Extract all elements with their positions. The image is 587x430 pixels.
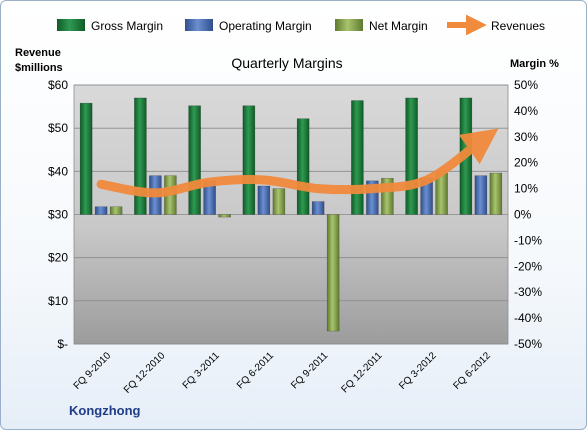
gross-margin-bar	[134, 97, 147, 215]
chart-title: Quarterly Margins	[231, 55, 342, 71]
legend-item-operating-margin: Operating Margin	[185, 19, 312, 33]
x-axis-ticks: FQ 9-2010 FQ 12-2010 FQ 3-2011 FQ 6-2011 FQ …	[72, 350, 494, 396]
x-tick-label: FQ 3-2011	[181, 350, 222, 391]
gross-margin-bar	[79, 102, 93, 215]
operating-margin-bar	[474, 175, 488, 215]
right-tick-label: 20%	[514, 156, 538, 170]
net-margin-bar	[218, 214, 231, 218]
legend-label-gross: Gross Margin	[91, 19, 163, 33]
right-axis-title: Margin %	[510, 58, 559, 70]
right-tick-label: -50%	[514, 337, 542, 351]
net-margin-bar	[272, 188, 286, 215]
legend-swatch-operating	[185, 19, 213, 31]
operating-margin-bar	[311, 201, 325, 215]
right-tick-label: 10%	[514, 182, 538, 196]
legend: Gross Margin Operating Margin Net Margin…	[57, 14, 545, 36]
right-tick-label: -10%	[514, 233, 542, 247]
legend-swatch-gross	[57, 19, 85, 31]
left-tick-label: $40	[48, 164, 68, 178]
left-tick-label: $50	[48, 121, 68, 135]
x-tick-label: FQ 12-2011	[340, 350, 385, 395]
left-tick-label: $30	[48, 208, 68, 222]
gross-margin-bar	[296, 118, 310, 215]
x-tick-label: FQ 9-2011	[289, 350, 330, 391]
net-margin-bar	[489, 172, 503, 215]
operating-margin-bar	[257, 185, 271, 215]
left-axis-title-line1: Revenue	[15, 47, 61, 59]
left-tick-label: $20	[48, 251, 68, 265]
left-tick-label: $-	[57, 337, 68, 351]
gross-margin-bar	[405, 97, 418, 215]
x-tick-label: FQ 6-2012	[451, 350, 493, 392]
legend-item-gross-margin: Gross Margin	[57, 19, 163, 33]
right-tick-label: -20%	[514, 259, 542, 273]
legend-item-net-margin: Net Margin	[335, 19, 428, 33]
x-tick-label: FQ 9-2010	[72, 350, 114, 392]
left-tick-label: $60	[48, 78, 68, 92]
revenue-series	[96, 128, 499, 198]
legend-label-revenues: Revenues	[491, 19, 545, 33]
right-tick-label: 30%	[514, 130, 538, 144]
right-tick-label: -30%	[514, 285, 542, 299]
net-margin-bar	[109, 206, 123, 215]
x-tick-label: FQ 6-2011	[235, 350, 276, 391]
company-name: Kongzhong	[69, 403, 141, 418]
right-tick-label: 0%	[514, 208, 532, 222]
right-tick-label: 50%	[514, 78, 538, 92]
net-margin-bar	[326, 214, 340, 332]
left-tick-label: $10	[48, 294, 68, 308]
x-tick-label: FQ 3-2012	[397, 350, 439, 392]
right-tick-label: -40%	[514, 311, 542, 325]
legend-item-revenues: Revenues	[447, 14, 545, 36]
gross-margin-bar	[242, 105, 256, 215]
operating-margin-bar	[94, 206, 108, 215]
right-tick-label: 40%	[514, 104, 538, 118]
left-axis-ticks: $- $10 $20 $30 $40 $50 $60	[48, 78, 68, 351]
left-axis-title-line2: $millions	[15, 62, 63, 74]
net-margin-bar	[435, 172, 448, 215]
right-axis-ticks: -50% -40% -30% -20% -10% 0% 10% 20% 30% 40% 50%	[514, 78, 542, 351]
gross-margin-bar	[351, 100, 364, 215]
x-tick-label: FQ 12-2010	[122, 350, 168, 396]
legend-label-net: Net Margin	[369, 19, 428, 33]
gross-margin-bar	[188, 105, 201, 215]
revenues-line	[96, 128, 499, 198]
legend-label-operating: Operating Margin	[219, 19, 312, 33]
legend-swatch-net	[335, 19, 363, 31]
